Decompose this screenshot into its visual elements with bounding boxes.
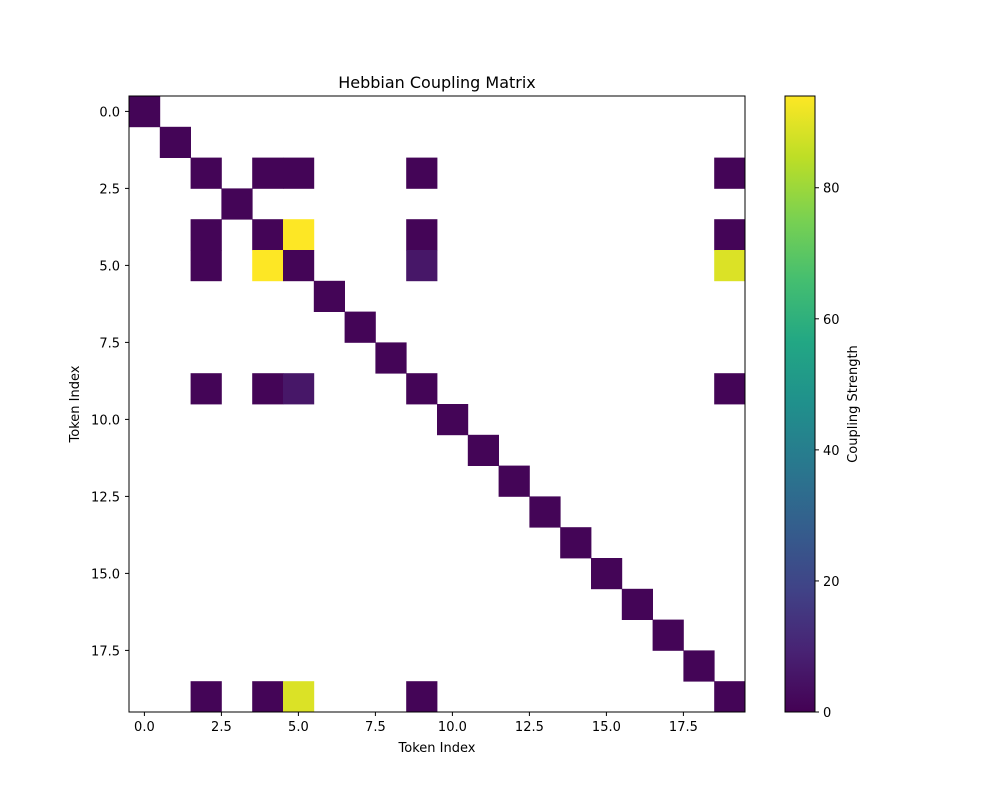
heatmap-cell bbox=[252, 250, 284, 282]
x-tick-label: 12.5 bbox=[515, 720, 544, 735]
x-tick-label: 10.0 bbox=[438, 720, 467, 735]
colorbar-tick-label: 40 bbox=[823, 444, 840, 459]
heatmap-cell bbox=[406, 373, 438, 405]
colorbar-tick-label: 20 bbox=[823, 575, 840, 590]
x-tick-label: 5.0 bbox=[288, 720, 309, 735]
y-axis: 0.0 2.5 5.0 7.5 10.0 12.5 15.0 17.5 bbox=[91, 105, 129, 659]
y-tick-label: 12.5 bbox=[91, 490, 120, 505]
heatmap-cell bbox=[560, 527, 592, 559]
y-tick-label: 10.0 bbox=[91, 413, 120, 428]
heatmap-cell bbox=[406, 681, 438, 713]
y-tick-label: 2.5 bbox=[99, 182, 120, 197]
heatmap-cell bbox=[190, 373, 222, 405]
y-tick-label: 5.0 bbox=[99, 259, 120, 274]
x-tick-label: 7.5 bbox=[365, 720, 386, 735]
colorbar-ticks: 0 20 40 60 80 bbox=[815, 182, 840, 721]
heatmap-cell bbox=[437, 404, 469, 436]
heatmap-cell bbox=[406, 219, 438, 251]
heatmap-cell bbox=[221, 188, 253, 220]
heatmap-cell bbox=[159, 126, 191, 158]
heatmap-cell bbox=[714, 157, 746, 189]
heatmap-cell bbox=[467, 434, 499, 466]
heatmap-cell bbox=[714, 219, 746, 251]
heatmap-cell bbox=[375, 342, 407, 374]
heatmap-cell bbox=[529, 496, 561, 528]
x-axis-label: Token Index bbox=[398, 741, 476, 756]
heatmap-cell bbox=[714, 681, 746, 713]
heatmap-cell bbox=[313, 280, 345, 312]
y-tick-label: 0.0 bbox=[99, 105, 120, 120]
chart-title: Hebbian Coupling Matrix bbox=[338, 73, 536, 92]
plot-frame bbox=[128, 95, 746, 713]
x-tick-label: 15.0 bbox=[592, 720, 621, 735]
heatmap-cell bbox=[190, 157, 222, 189]
heatmap-cell bbox=[190, 250, 222, 282]
heatmap-cell bbox=[498, 465, 530, 497]
heatmap-cell bbox=[621, 588, 653, 620]
colorbar-tick-label: 60 bbox=[823, 313, 840, 328]
x-tick-label: 17.5 bbox=[669, 720, 698, 735]
heatmap-cell bbox=[283, 219, 315, 251]
heatmap-cell bbox=[714, 250, 746, 282]
heatmap-cell bbox=[129, 96, 161, 128]
x-tick-label: 2.5 bbox=[211, 720, 232, 735]
y-tick-label: 7.5 bbox=[99, 336, 120, 351]
heatmap-cell bbox=[591, 558, 623, 590]
heatmap-cell bbox=[252, 219, 284, 251]
y-tick-label: 17.5 bbox=[91, 644, 120, 659]
colorbar-tick-label: 0 bbox=[823, 706, 831, 721]
heatmap-cell bbox=[283, 157, 315, 189]
x-axis: 0.0 2.5 5.0 7.5 10.0 12.5 15.0 17.5 bbox=[134, 712, 698, 735]
y-axis-label: Token Index bbox=[68, 365, 83, 443]
heatmap-cell bbox=[190, 681, 222, 713]
colorbar-label: Coupling Strength bbox=[846, 345, 861, 463]
heatmap-cell bbox=[283, 373, 315, 405]
heatmap-cell bbox=[683, 650, 715, 682]
heatmap-cells bbox=[129, 96, 746, 713]
colorbar: 0 20 40 60 80 bbox=[784, 95, 840, 721]
heatmap-cell bbox=[406, 250, 438, 282]
colorbar-tick-label: 80 bbox=[823, 182, 840, 197]
colorbar-frame bbox=[784, 95, 816, 713]
colorbar-gradient bbox=[785, 96, 815, 712]
x-tick-label: 0.0 bbox=[134, 720, 155, 735]
heatmap-cell bbox=[252, 373, 284, 405]
heatmap-cell bbox=[344, 311, 376, 343]
heatmap-cell bbox=[252, 681, 284, 713]
heatmap-cell bbox=[714, 373, 746, 405]
heatmap-cell bbox=[652, 619, 684, 651]
heatmap-cell bbox=[252, 157, 284, 189]
heatmap-cell bbox=[283, 250, 315, 282]
y-tick-label: 15.0 bbox=[91, 567, 120, 582]
heatmap-cell bbox=[283, 681, 315, 713]
heatmap-cell bbox=[190, 219, 222, 251]
heatmap-cell bbox=[406, 157, 438, 189]
